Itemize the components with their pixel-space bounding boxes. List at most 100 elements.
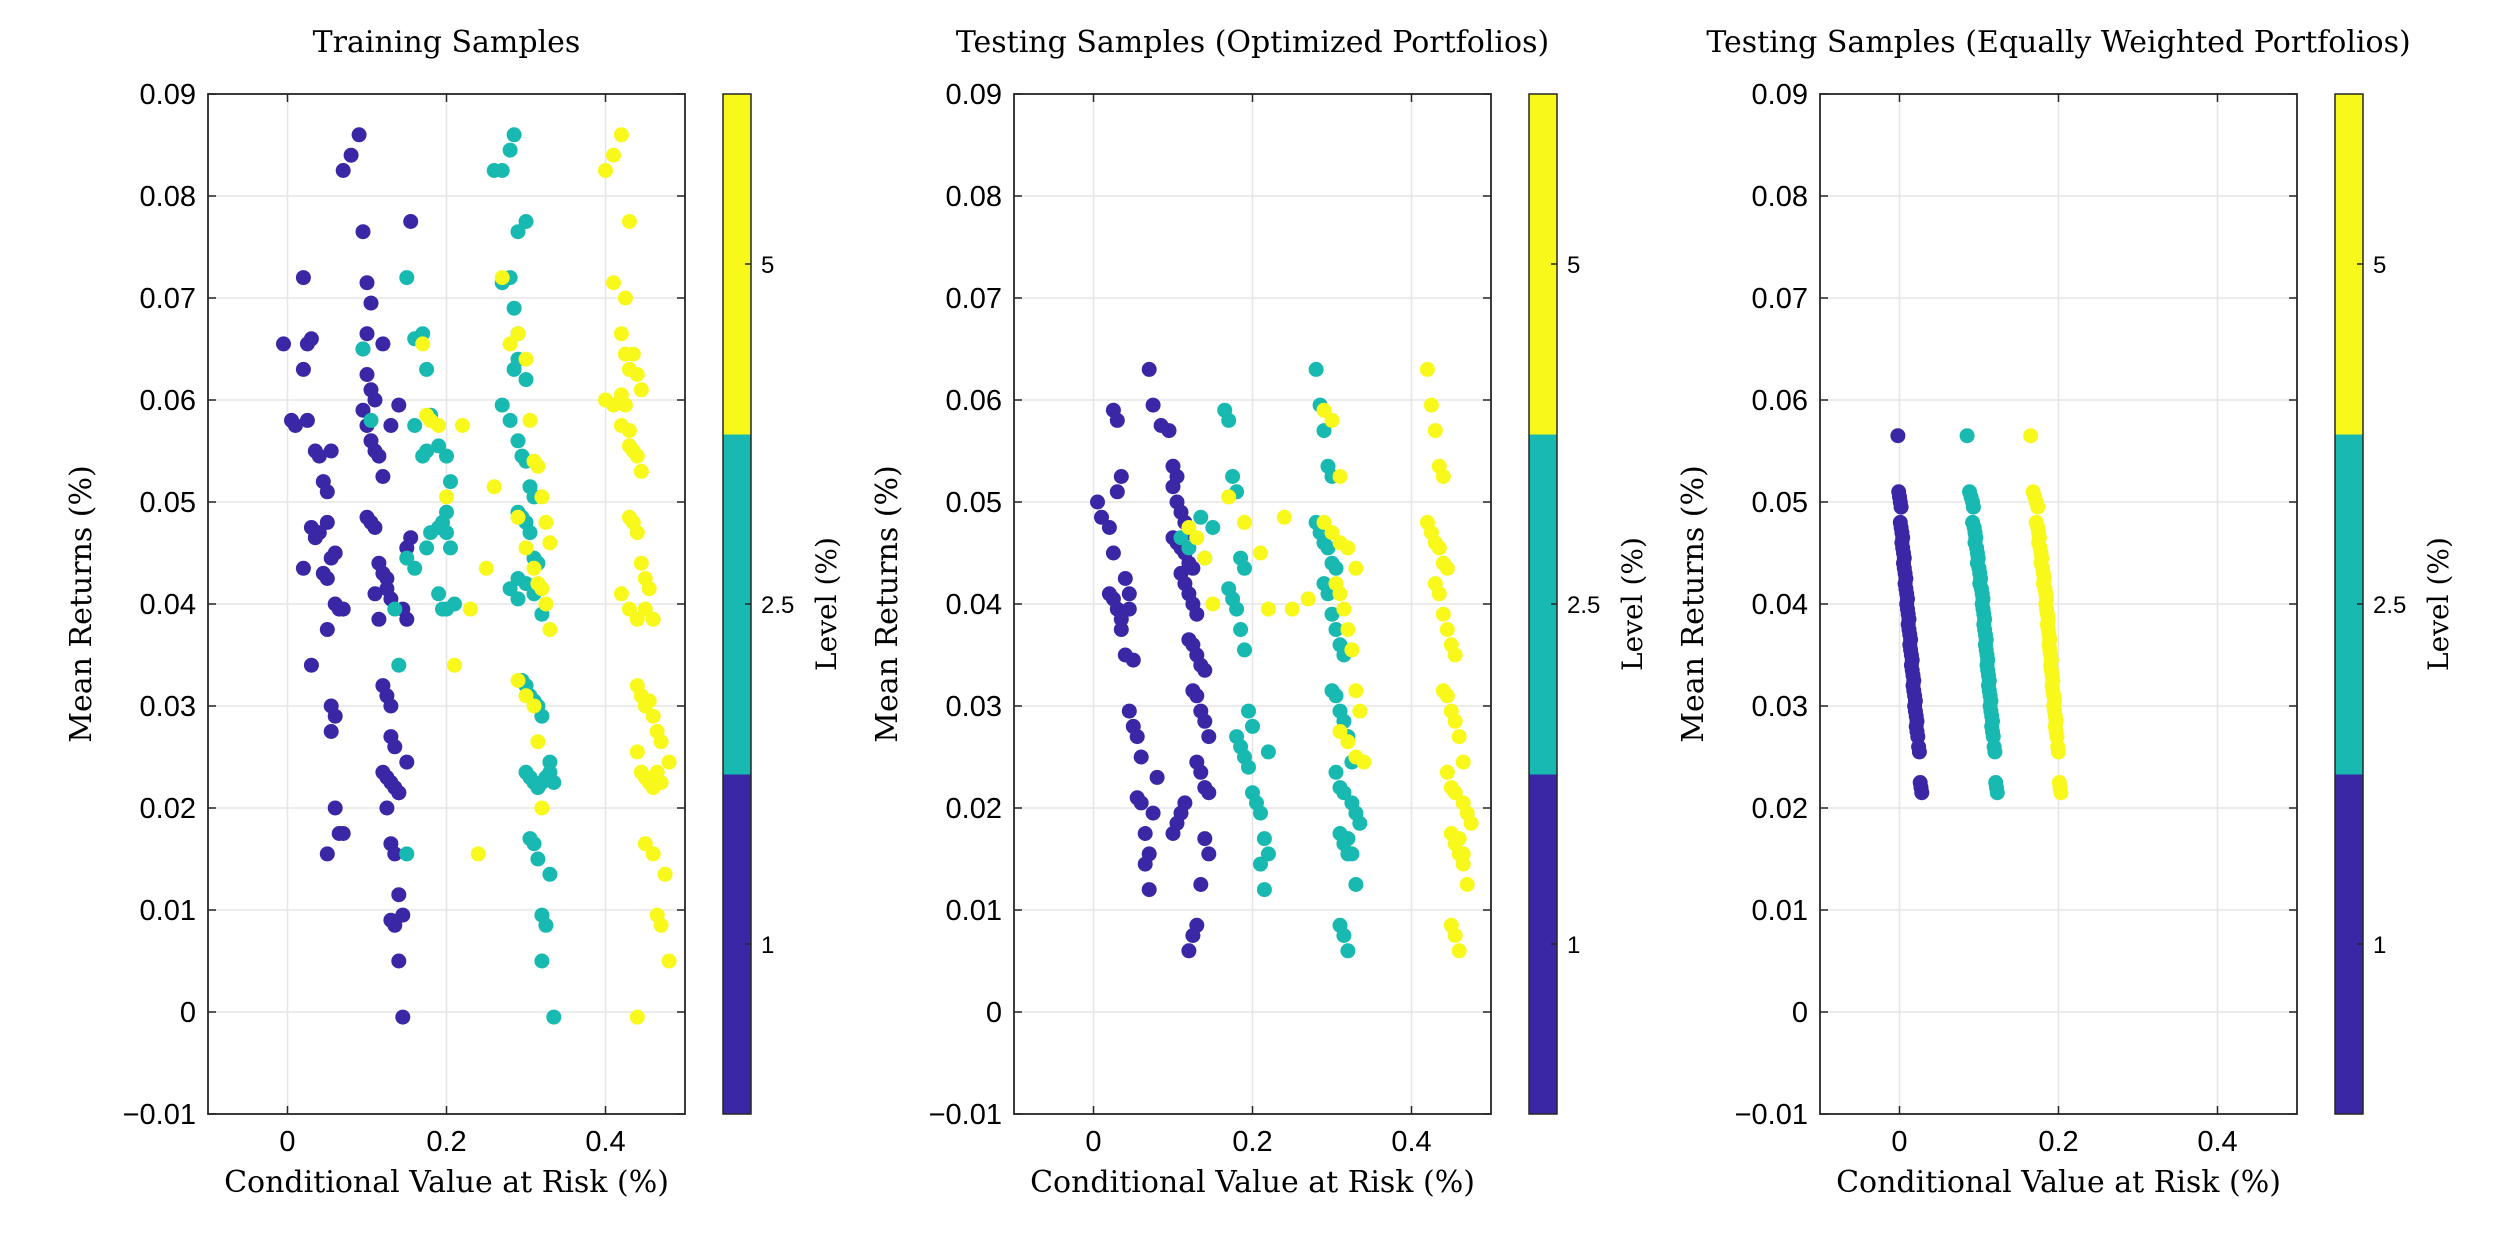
data-point-level-1 — [343, 147, 359, 163]
data-point-level-2.5 — [494, 397, 510, 413]
data-point-level-1 — [1125, 652, 1141, 668]
data-point-level-5 — [534, 800, 550, 816]
y-tick-label: 0.06 — [946, 385, 1002, 417]
data-point-level-2.5 — [439, 448, 454, 464]
data-point-level-5 — [1348, 683, 1364, 699]
data-point-level-1 — [1094, 509, 1109, 525]
data-point-level-5 — [621, 601, 637, 617]
data-point-level-5 — [2053, 785, 2069, 801]
data-point-level-5 — [653, 734, 669, 750]
data-point-level-5 — [633, 555, 649, 571]
data-point-level-5 — [494, 270, 510, 286]
data-point-level-5 — [1260, 601, 1276, 617]
colorbar-tick-label: 2.5 — [1567, 592, 1600, 619]
data-point-level-1 — [319, 514, 335, 530]
data-point-level-2.5 — [1173, 530, 1189, 546]
data-point-level-5 — [1419, 361, 1435, 377]
data-point-level-5 — [645, 708, 661, 724]
data-point-level-5 — [637, 601, 653, 617]
data-point-level-2.5 — [502, 142, 518, 158]
data-point-level-5 — [542, 622, 558, 637]
x-tick-label: 0 — [1085, 1126, 1101, 1158]
data-point-level-1 — [375, 336, 391, 352]
y-tick-label: 0 — [1792, 997, 1808, 1029]
data-point-level-1 — [363, 295, 379, 311]
data-point-level-1 — [1145, 805, 1161, 821]
data-point-level-1 — [323, 724, 339, 739]
chart-title: Training Samples — [313, 25, 581, 60]
y-tick-label: 0.06 — [140, 385, 196, 417]
data-point-level-1 — [367, 520, 383, 535]
data-point-level-5 — [621, 214, 637, 229]
data-point-level-1 — [391, 887, 407, 903]
data-point-level-1 — [395, 907, 411, 923]
data-point-level-1 — [1133, 795, 1149, 811]
y-tick-label: 0.05 — [946, 487, 1002, 519]
data-point-level-5 — [2023, 428, 2039, 444]
data-point-level-1 — [1113, 469, 1129, 484]
data-point-level-1 — [1201, 846, 1217, 862]
data-point-level-2.5 — [1328, 560, 1344, 576]
data-point-level-1 — [295, 361, 311, 377]
data-point-level-1 — [1121, 703, 1137, 719]
data-point-level-2.5 — [1237, 560, 1252, 576]
data-point-level-5 — [1447, 785, 1463, 801]
data-point-level-5 — [1435, 469, 1451, 484]
data-point-level-5 — [661, 953, 677, 969]
x-tick-label: 0.4 — [585, 1126, 625, 1158]
data-point-level-5 — [1181, 520, 1197, 535]
data-point-level-1 — [399, 611, 415, 627]
data-point-level-5 — [1439, 560, 1455, 576]
y-tick-label: 0.04 — [140, 589, 196, 621]
x-axis-label: Conditional Value at Risk (%) — [224, 1165, 669, 1200]
data-point-level-2.5 — [502, 412, 518, 428]
data-point-level-1 — [327, 708, 343, 724]
y-tick-label: 0 — [180, 997, 196, 1029]
data-point-level-1 — [327, 800, 343, 816]
data-point-level-2.5 — [363, 412, 379, 428]
data-point-level-1 — [355, 224, 371, 240]
data-point-level-2.5 — [518, 214, 534, 229]
data-point-level-2.5 — [1336, 785, 1352, 801]
data-point-level-2.5 — [530, 851, 546, 867]
data-point-level-2.5 — [510, 224, 526, 240]
data-point-level-2.5 — [1328, 688, 1344, 704]
y-tick-label: 0.01 — [946, 895, 1002, 927]
data-point-level-2.5 — [526, 836, 542, 852]
data-point-level-5 — [470, 846, 486, 862]
data-point-level-5 — [613, 418, 629, 433]
data-point-level-1 — [1197, 831, 1213, 847]
data-point-level-5 — [1451, 943, 1467, 959]
data-point-level-2.5 — [1241, 703, 1256, 719]
data-point-level-5 — [1356, 754, 1372, 770]
data-point-level-1 — [1893, 499, 1909, 515]
data-point-level-1 — [1185, 928, 1201, 943]
data-point-level-5 — [447, 657, 462, 673]
data-point-level-1 — [1129, 729, 1145, 745]
chart-panel-2: −0.01 0 0.01 0.02 0.03 0.04 0.05 0.06 0.07 0.08 0.… — [870, 25, 1649, 1200]
data-point-level-1 — [351, 127, 367, 143]
data-point-level-2.5 — [1320, 586, 1336, 602]
data-point-level-1 — [1193, 764, 1209, 780]
data-point-level-1 — [1117, 571, 1133, 586]
colorbar-label: Level (%) — [1616, 537, 1649, 671]
data-point-level-5 — [510, 509, 526, 525]
data-point-level-5 — [518, 351, 534, 367]
data-point-level-1 — [367, 392, 383, 408]
data-point-level-2.5 — [399, 846, 415, 862]
data-point-level-2.5 — [1245, 718, 1260, 734]
data-point-level-5 — [1463, 815, 1479, 831]
data-point-level-5 — [1237, 514, 1252, 530]
data-point-level-2.5 — [1233, 622, 1249, 637]
data-point-level-5 — [1324, 525, 1340, 541]
data-point-level-1 — [295, 560, 311, 576]
data-point-level-5 — [462, 601, 478, 617]
data-point-level-2.5 — [1348, 877, 1364, 892]
y-tick-label: 0.01 — [1752, 895, 1808, 927]
data-point-level-1 — [335, 826, 351, 841]
data-point-level-2.5 — [1225, 469, 1241, 484]
y-axis-label: Mean Returns (%) — [1676, 465, 1711, 742]
chart-title: Testing Samples (Optimized Portfolios) — [956, 25, 1549, 60]
data-point-level-2.5 — [522, 525, 538, 541]
